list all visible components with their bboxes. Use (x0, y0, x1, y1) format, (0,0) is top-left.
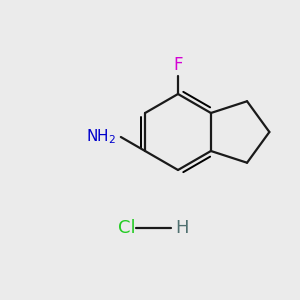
Text: Cl: Cl (118, 219, 136, 237)
Text: NH$_2$: NH$_2$ (85, 128, 116, 146)
Text: H: H (175, 219, 188, 237)
Text: F: F (173, 56, 183, 74)
